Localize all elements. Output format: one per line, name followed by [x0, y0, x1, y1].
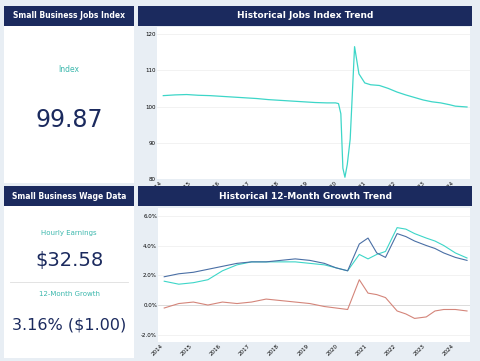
Hourly Earnings: [345, 269, 350, 273]
Weekly Earnings: [432, 246, 438, 251]
Text: 12-Month Growth: 12-Month Growth: [38, 291, 100, 297]
Weekly Earnings: [249, 260, 254, 264]
Hourly Earnings: [322, 263, 327, 267]
Weekly Earnings: [219, 264, 225, 269]
Hourly Earnings: [278, 260, 284, 264]
Hourly Earnings: [176, 282, 181, 286]
Weekly Hours: [322, 304, 327, 309]
Hourly Earnings: [383, 249, 388, 254]
Weekly Hours: [333, 306, 339, 310]
Line: Hourly Earnings: Hourly Earnings: [164, 228, 467, 284]
Weekly Hours: [263, 297, 269, 301]
Weekly Hours: [292, 300, 298, 304]
Weekly Hours: [357, 278, 362, 282]
Hourly Earnings: [432, 239, 438, 243]
Weekly Earnings: [333, 266, 339, 270]
Hourly Earnings: [263, 260, 269, 264]
Hourly Earnings: [453, 251, 458, 255]
Hourly Earnings: [234, 263, 240, 267]
Weekly Hours: [423, 315, 429, 319]
Hourly Earnings: [374, 252, 380, 257]
Text: Historical Jobs Index Trend: Historical Jobs Index Trend: [237, 11, 373, 20]
Weekly Hours: [464, 309, 470, 313]
Hourly Earnings: [161, 279, 167, 283]
Text: Small Business Jobs Index: Small Business Jobs Index: [13, 11, 125, 20]
Hourly Earnings: [423, 236, 429, 240]
Weekly Earnings: [394, 231, 400, 236]
Hourly Earnings: [249, 260, 254, 264]
Text: Hourly Earnings: Hourly Earnings: [41, 230, 97, 236]
Hourly Earnings: [333, 266, 339, 270]
Text: 3.16% ($1.00): 3.16% ($1.00): [12, 317, 126, 332]
Hourly Earnings: [365, 257, 371, 261]
Weekly Hours: [191, 300, 196, 304]
Weekly Earnings: [345, 269, 350, 273]
Weekly Hours: [176, 301, 181, 306]
Hourly Earnings: [441, 243, 446, 248]
Weekly Earnings: [234, 261, 240, 266]
Weekly Hours: [345, 307, 350, 312]
Weekly Hours: [441, 307, 446, 312]
Weekly Hours: [249, 300, 254, 304]
Hourly Earnings: [403, 227, 409, 231]
Weekly Earnings: [161, 275, 167, 279]
Text: Historical 12-Month Growth Trend: Historical 12-Month Growth Trend: [219, 192, 392, 201]
Weekly Earnings: [278, 258, 284, 262]
Hourly Earnings: [205, 278, 211, 282]
Weekly Earnings: [263, 260, 269, 264]
Text: Small Business Wage Data: Small Business Wage Data: [12, 192, 126, 201]
Hourly Earnings: [394, 226, 400, 230]
Weekly Hours: [412, 316, 418, 321]
Weekly Earnings: [365, 236, 371, 240]
Weekly Earnings: [453, 255, 458, 260]
Weekly Hours: [394, 309, 400, 313]
Hourly Earnings: [357, 252, 362, 257]
Text: Index: Index: [59, 65, 80, 74]
Weekly Hours: [453, 307, 458, 312]
Weekly Earnings: [423, 243, 429, 248]
Hourly Earnings: [219, 269, 225, 273]
Weekly Hours: [161, 306, 167, 310]
Weekly Hours: [278, 299, 284, 303]
Text: 99.87: 99.87: [36, 108, 103, 132]
Weekly Hours: [307, 301, 312, 306]
Weekly Earnings: [322, 261, 327, 266]
Weekly Hours: [432, 309, 438, 313]
Text: $32.58: $32.58: [35, 251, 103, 270]
Weekly Earnings: [412, 239, 418, 243]
Hourly Earnings: [412, 231, 418, 236]
Weekly Earnings: [307, 258, 312, 262]
Weekly Hours: [374, 292, 380, 297]
Weekly Earnings: [383, 255, 388, 260]
Hourly Earnings: [292, 260, 298, 264]
Weekly Hours: [365, 291, 371, 295]
Hourly Earnings: [307, 261, 312, 266]
Weekly Earnings: [176, 271, 181, 276]
Weekly Hours: [403, 312, 409, 316]
Line: Weekly Hours: Weekly Hours: [164, 280, 467, 318]
Weekly Earnings: [403, 234, 409, 239]
Hourly Earnings: [191, 280, 196, 285]
Weekly Earnings: [357, 242, 362, 246]
Hourly Earnings: [464, 256, 470, 260]
Weekly Earnings: [191, 270, 196, 274]
Weekly Earnings: [464, 258, 470, 262]
Weekly Earnings: [205, 267, 211, 271]
Weekly Earnings: [374, 251, 380, 255]
Weekly Earnings: [441, 251, 446, 255]
Line: Weekly Earnings: Weekly Earnings: [164, 234, 467, 277]
Weekly Hours: [219, 300, 225, 304]
Weekly Hours: [205, 303, 211, 307]
Weekly Hours: [234, 301, 240, 306]
Weekly Hours: [383, 295, 388, 300]
Weekly Earnings: [292, 257, 298, 261]
